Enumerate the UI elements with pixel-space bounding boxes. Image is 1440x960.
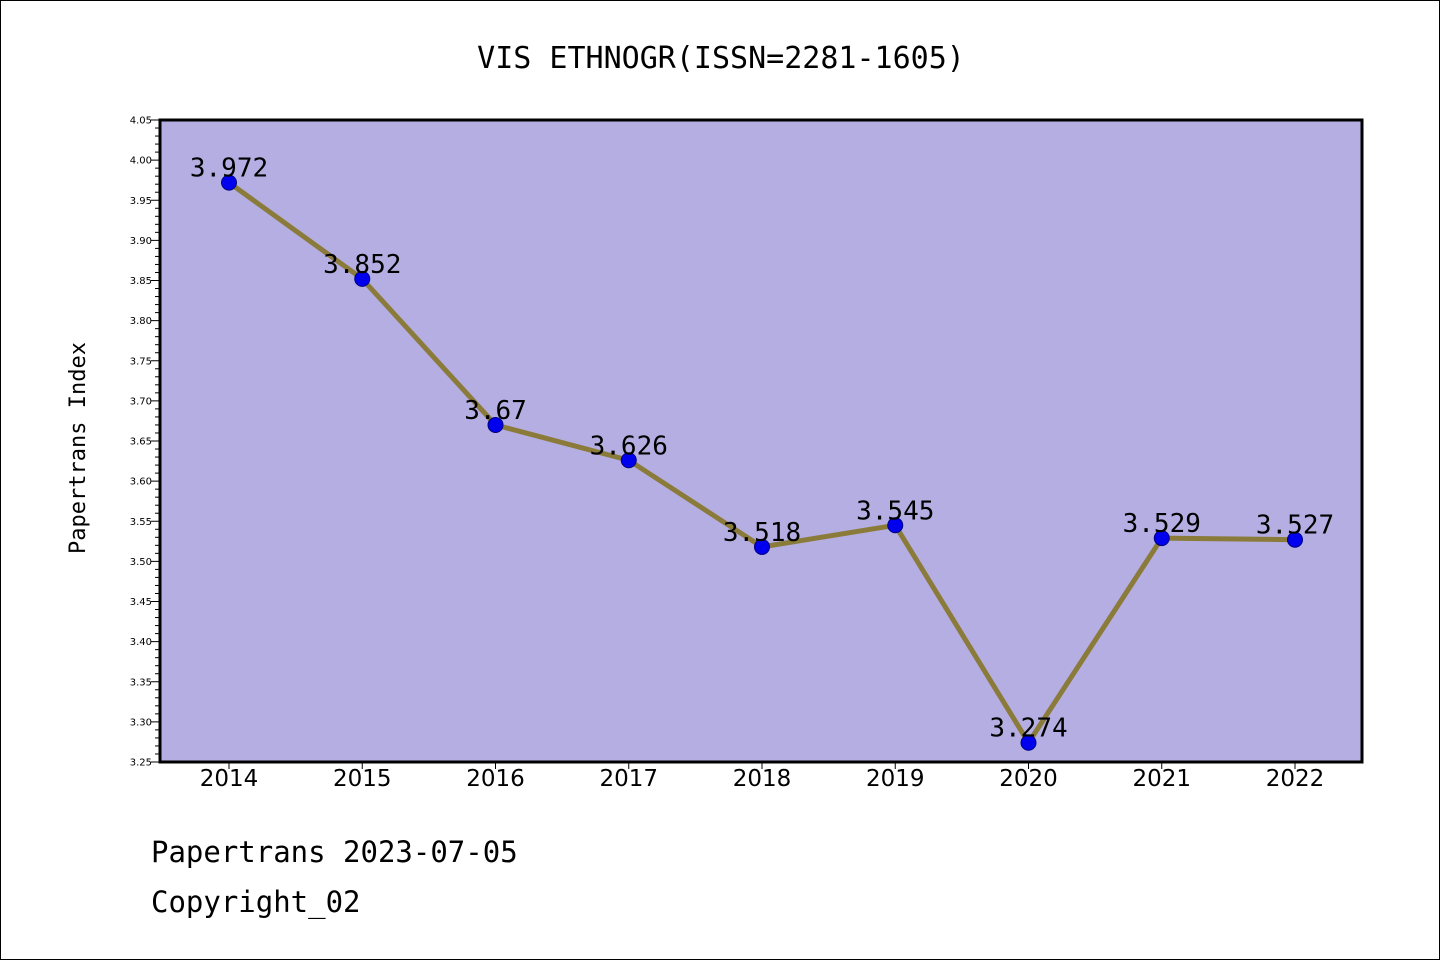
y-tick-label: 3.35 [130,677,152,688]
y-tick-label: 3.40 [130,637,152,648]
x-tick-label: 2018 [733,766,792,792]
data-point [487,416,504,433]
y-tick-label: 3.25 [130,758,152,769]
x-tick-label: 2014 [200,766,259,792]
data-label: 3.518 [723,518,801,548]
plot-area [158,118,1364,764]
data-label: 3.527 [1256,511,1334,541]
y-tick-label: 4.05 [130,116,152,127]
data-point [620,452,637,469]
x-tick-label: 2021 [1132,766,1191,792]
chart-title: VIS ETHNOGR(ISSN=2281-1605) [477,41,965,76]
x-tick-label: 2020 [999,766,1058,792]
y-tick-label: 4.00 [130,156,152,167]
data-label: 3.972 [190,154,268,184]
x-tick-label: 2015 [333,766,392,792]
y-tick-label: 3.90 [130,236,152,247]
data-point [887,517,904,534]
data-label: 3.67 [464,396,527,426]
y-axis: 3.25 3.30 3.35 3.40 3.45 3.50 3.55 3.60 3.65 3.70… [130,116,160,769]
y-tick-label: 3.70 [130,396,152,407]
data-point [754,538,770,555]
y-tick-label: 3.80 [130,316,152,327]
footer-date: Papertrans 2023-07-05 [151,835,518,869]
y-tick-label: 3.45 [130,597,152,608]
x-axis: 2014 2015 2016 2017 2018 2019 2020 2021 2022 [200,762,1325,792]
data-label: 3.529 [1123,509,1201,539]
data-point [1020,734,1037,751]
data-label: 3.545 [856,496,934,526]
data-point [1287,531,1303,548]
x-tick-label: 2017 [599,766,658,792]
y-tick-label: 3.50 [130,557,152,568]
y-axis-label: Papertrans Index [66,342,91,554]
y-tick-label: 3.75 [130,356,152,367]
y-tick-label: 3.65 [130,437,152,448]
data-point [354,270,371,287]
y-tick-label: 3.30 [130,717,152,728]
y-tick-label: 3.55 [130,517,152,528]
data-label: 3.274 [989,714,1067,744]
data-point [221,174,237,191]
data-label: 3.626 [590,431,668,461]
y-tick-label: 3.85 [130,276,152,287]
x-tick-label: 2019 [866,766,925,792]
y-tick-label: 3.60 [130,477,152,488]
x-tick-label: 2016 [466,766,525,792]
y-tick-label: 3.95 [130,196,152,207]
data-label: 3.852 [323,250,401,280]
data-point [1153,530,1170,547]
footer-copyright: Copyright_02 [151,885,361,919]
data-series: 3.972 3.852 3.67 3.626 3.518 3.545 3.274 3.529 3… [190,154,1334,751]
x-tick-label: 2022 [1266,766,1325,792]
